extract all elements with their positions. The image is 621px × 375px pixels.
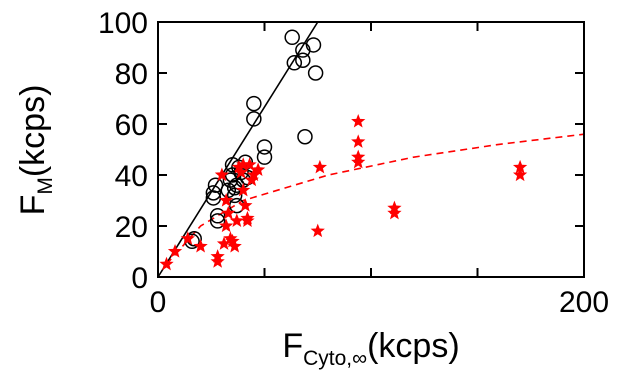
- data-point-star: [250, 162, 266, 176]
- data-point-star: [310, 223, 325, 238]
- data-point-circle: [226, 187, 243, 204]
- axes-frame: [157, 21, 585, 278]
- data-point-circle: [256, 139, 273, 155]
- data-point-star: [221, 205, 236, 220]
- data-point-circle: [209, 213, 226, 229]
- data-point-circle: [307, 65, 324, 81]
- data-point-star: [242, 157, 257, 171]
- x-tick-label: 0: [150, 286, 167, 319]
- x-axis-title-unit: (kcps): [367, 327, 460, 365]
- data-point-circle: [297, 129, 313, 145]
- data-point-star: [246, 167, 261, 182]
- data-point-star: [193, 238, 208, 253]
- fit-line-dashed: [165, 133, 585, 265]
- data-point-star: [236, 157, 251, 171]
- plot-border: [157, 21, 585, 278]
- y-axis-title-unit: (kcps): [14, 85, 52, 178]
- y-axis-title: FM(kcps): [14, 85, 57, 216]
- data-point-circle: [209, 208, 226, 224]
- fit-line-linear: [157, 21, 319, 278]
- data-marks: [159, 29, 528, 271]
- data-point-star: [216, 236, 232, 250]
- y-tick-label: 80: [115, 58, 148, 91]
- plot-area: [157, 21, 585, 278]
- data-point-star: [231, 159, 247, 174]
- data-point-star: [223, 231, 238, 245]
- y-tick-label: 20: [115, 211, 148, 244]
- data-point-circle: [246, 111, 262, 127]
- data-point-circle: [305, 37, 322, 53]
- data-point-circle: [205, 190, 222, 206]
- y-tick-label: 100: [98, 7, 148, 40]
- data-point-star: [159, 256, 174, 271]
- data-point-star: [236, 182, 251, 197]
- data-point-circle: [284, 29, 300, 46]
- x-axis-title-main: F: [282, 327, 303, 365]
- y-axis-title-sub: M: [34, 177, 57, 195]
- y-axis-title-main: F: [14, 195, 52, 216]
- x-axis-title: FCyto,∞(kcps): [282, 327, 459, 370]
- data-point-star: [229, 213, 244, 227]
- data-point-star: [180, 231, 195, 245]
- data-point-star: [210, 254, 225, 268]
- y-tick-label: 60: [115, 109, 148, 142]
- data-point-star: [312, 159, 328, 174]
- data-point-star: [227, 238, 242, 253]
- data-point-star: [351, 113, 366, 128]
- data-point-star: [238, 198, 253, 212]
- data-point-star: [512, 167, 528, 182]
- data-point-star: [167, 244, 183, 258]
- data-point-star: [219, 193, 234, 207]
- data-point-star: [351, 154, 366, 169]
- y-tick-label: 0: [131, 262, 148, 295]
- data-point-star: [214, 167, 230, 182]
- data-point-circle: [286, 55, 303, 71]
- data-point-star: [512, 159, 528, 174]
- data-point-star: [219, 218, 234, 233]
- data-point-star: [240, 213, 255, 227]
- data-point-circle: [256, 149, 273, 165]
- data-point-star: [387, 205, 402, 220]
- data-point-star: [225, 233, 240, 248]
- x-tick-label: 200: [559, 286, 609, 319]
- tick-labels: 0 20 40 60 80 100 0 200: [98, 7, 609, 319]
- data-point-star: [351, 134, 366, 148]
- x-axis-title-sub: Cyto,∞: [303, 347, 367, 370]
- data-point-circle: [246, 95, 262, 112]
- data-point-circle: [205, 185, 222, 201]
- data-point-star: [233, 164, 249, 179]
- y-tick-label: 40: [115, 160, 148, 193]
- data-point-circle: [295, 52, 311, 68]
